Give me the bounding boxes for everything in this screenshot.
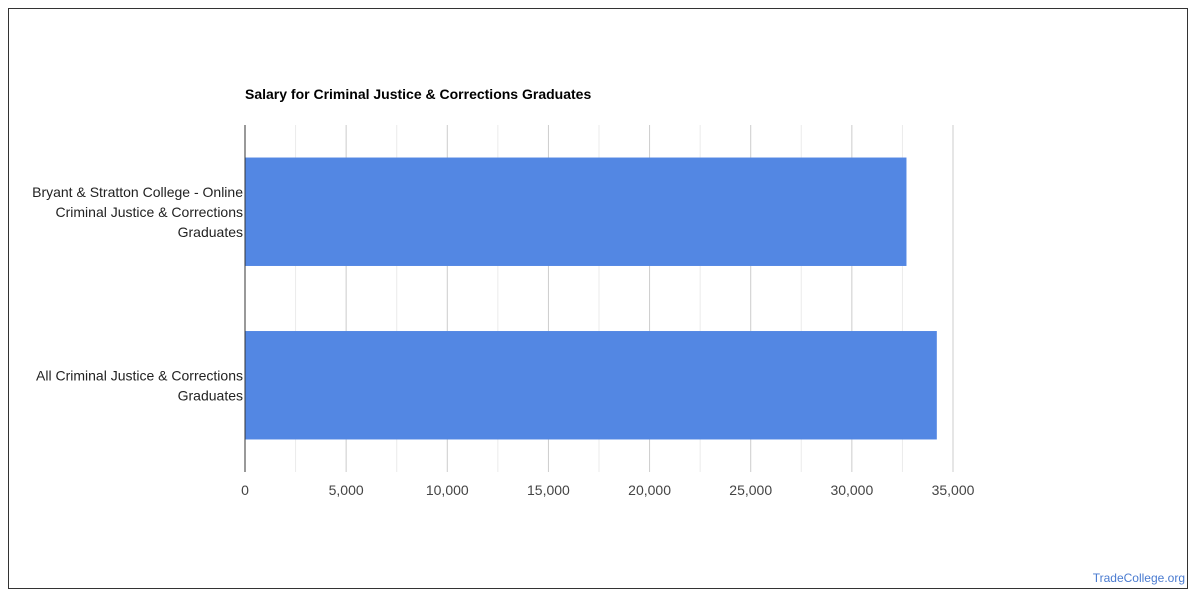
bar: [245, 331, 937, 440]
x-tick-label: 15,000: [527, 482, 570, 498]
x-tick-label: 10,000: [426, 482, 469, 498]
category-label: All Criminal Justice & Corrections Gradua…: [36, 367, 243, 403]
category-label-line: Graduates: [178, 224, 243, 240]
watermark-link[interactable]: TradeCollege.org: [1092, 571, 1185, 585]
bar: [245, 157, 907, 266]
x-axis-ticks: 0 5,000 10,000 15,000 20,000 25,000 30,000 35,0…: [241, 482, 975, 498]
x-tick-label: 5,000: [329, 482, 364, 498]
x-tick-label: 25,000: [729, 482, 772, 498]
x-tick-label: 0: [241, 482, 249, 498]
x-tick-label: 30,000: [830, 482, 873, 498]
category-label-line: All Criminal Justice & Corrections: [36, 367, 243, 383]
x-tick-label: 20,000: [628, 482, 671, 498]
x-tick-label: 35,000: [932, 482, 975, 498]
category-label-line: Criminal Justice & Corrections: [56, 204, 244, 220]
chart-title: Salary for Criminal Justice & Correction…: [245, 86, 591, 102]
category-labels: Bryant & Stratton College - Online Crimin…: [32, 184, 243, 404]
category-label: Bryant & Stratton College - Online Crimin…: [32, 184, 243, 240]
category-label-line: Bryant & Stratton College - Online: [32, 184, 243, 200]
chart-frame: [8, 8, 1188, 589]
bars: [245, 157, 937, 440]
category-label-line: Graduates: [178, 387, 243, 403]
